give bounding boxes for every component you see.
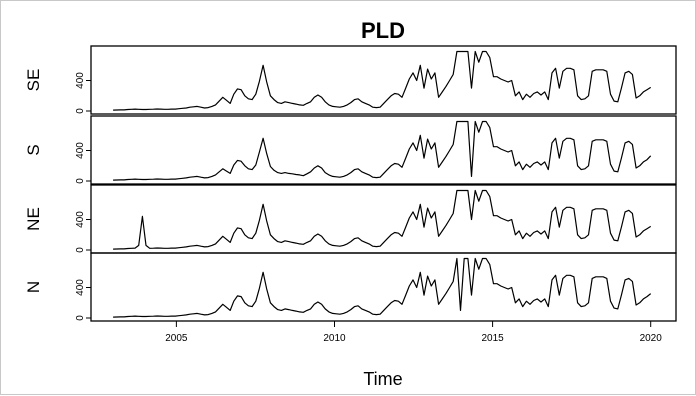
x-axis-label: Time	[363, 369, 402, 389]
chart-title: PLD	[361, 18, 405, 43]
series-line-se	[113, 50, 652, 111]
x-tick-label: 2020	[640, 333, 663, 344]
series-line-n	[113, 257, 652, 318]
panel-label-se: SE	[24, 69, 43, 92]
panel-ne: 0 400 NE	[24, 184, 677, 254]
y-tick-label: 400	[75, 142, 86, 159]
panel-se: 0 400 SE	[24, 45, 677, 115]
panel-label-s: S	[24, 144, 43, 155]
panels-group: 0 400 SE 0 400 S 0 400 NE 0 400 N	[24, 45, 677, 322]
panel-label-ne: NE	[24, 207, 43, 231]
y-tick-label: 400	[75, 279, 86, 296]
x-tick-label: 2005	[165, 333, 188, 344]
x-axis: 2005 2010 2015 2020	[165, 321, 662, 344]
y-tick-label: 400	[75, 211, 86, 228]
series-line-ne	[113, 189, 652, 250]
y-tick-label: 0	[75, 178, 86, 184]
y-tick-label: 0	[75, 247, 86, 253]
y-tick-label: 0	[75, 108, 86, 114]
y-tick-label: 400	[75, 72, 86, 89]
y-tick-label: 0	[75, 315, 86, 321]
panel-label-n: N	[24, 281, 43, 293]
series-line-s	[113, 120, 652, 181]
x-tick-label: 2015	[481, 333, 504, 344]
panel-n: 0 400 N	[24, 252, 677, 322]
panel-s: 0 400 S	[24, 115, 677, 185]
x-tick-label: 2010	[323, 333, 346, 344]
